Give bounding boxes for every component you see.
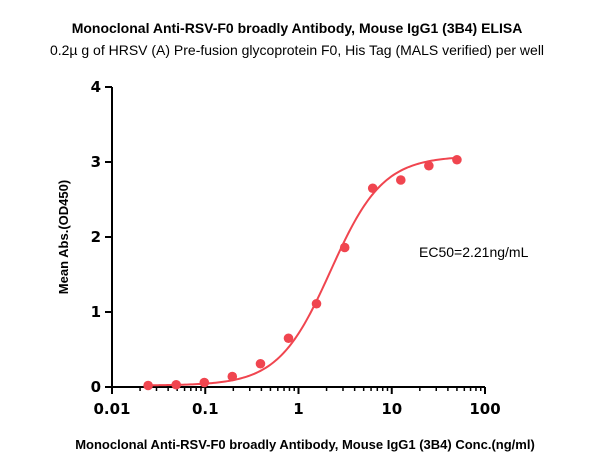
data-point [227, 371, 238, 382]
x-tick-label: 1 [293, 400, 303, 418]
data-points [143, 154, 462, 391]
data-point [171, 379, 181, 390]
y-tick-label: 4 [91, 78, 101, 96]
x-tick-label: 100 [469, 400, 500, 418]
data-point [395, 175, 406, 185]
data-point [311, 298, 322, 309]
data-point [255, 358, 266, 369]
ec50-annotation: EC50=2.21ng/mL [419, 244, 529, 260]
y-tick-label: 2 [91, 228, 101, 246]
axes [111, 87, 485, 388]
y-tick-label: 0 [91, 378, 101, 396]
x-ticks: 0.01 0.1 1 10 100 [93, 387, 501, 418]
y-axis-label: Mean Abs.(OD450) [56, 180, 71, 294]
data-point [339, 242, 350, 253]
fit-curve [148, 156, 458, 387]
x-tick-label: 0.1 [192, 400, 219, 418]
y-tick-label: 3 [91, 153, 101, 171]
data-point [143, 380, 153, 391]
y-ticks: 0 1 2 3 4 [91, 78, 112, 396]
data-point [283, 333, 294, 344]
data-point [424, 160, 434, 171]
y-tick-label: 1 [91, 303, 101, 321]
x-tick-label: 10 [381, 400, 402, 418]
data-point [367, 183, 378, 194]
chart-title: Monoclonal Anti-RSV-F0 broadly Antibody,… [72, 20, 523, 36]
x-axis-label: Monoclonal Anti-RSV-F0 broadly Antibody,… [75, 437, 535, 452]
chart-subtitle: 0.2µ g of HRSV (A) Pre-fusion glycoprote… [50, 42, 544, 58]
data-point [452, 154, 462, 165]
data-point [199, 377, 210, 388]
x-tick-label: 0.01 [93, 400, 130, 418]
